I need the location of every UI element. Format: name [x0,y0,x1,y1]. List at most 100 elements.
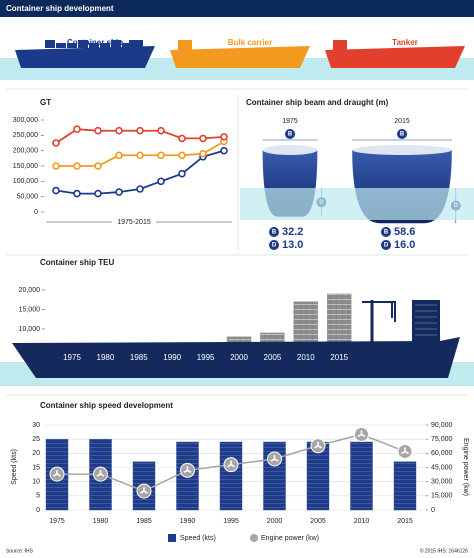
x-tick-label: 2015 [330,353,348,362]
y-tick-label: 300,000 [13,117,38,124]
point [220,146,228,155]
container-stack [100,43,110,48]
value-symbol-bg [269,227,279,237]
y2-tick-label: 30,000 [431,479,453,486]
point [73,125,81,133]
fan-icon [357,430,366,438]
x-tick-label: 1990 [180,518,196,525]
fan-icon [140,487,148,494]
beam-symbol-bg [397,129,407,139]
ship-hull [15,46,155,68]
y-tick-label: 25 [32,436,40,443]
x-tick-label: 1980 [93,518,109,525]
point [199,149,207,158]
bar [393,461,417,511]
fan-icon [270,455,279,462]
ship-label: Tanker [392,38,418,47]
container-stack [56,43,66,48]
chart-title: Container ship beam and draught (m) [246,98,389,107]
x-tick-label: 1985 [136,518,152,525]
y2-tick-label: 15,000 [431,493,453,500]
x-tick-label: 1975 [49,518,65,525]
chart-title: Container ship speed development [40,401,173,410]
x-tick-label: 1995 [223,518,239,525]
x-tick-label: 1995 [197,353,215,362]
year-label: 1975 [282,118,298,125]
x-tick-label: 1985 [130,353,148,362]
x-tick-label: 2005 [264,353,282,362]
annotation: 1975-2015 [117,219,151,226]
y-tick-label: 0 [34,209,38,216]
y-tick-label: 50,000 [17,194,39,201]
y2-tick-label: 45,000 [431,464,453,471]
fan-icon [53,470,61,477]
x-tick-label: 2000 [267,518,283,525]
superstructure [333,40,347,50]
y-tick-label: 150,000 [13,163,38,170]
x-tick-label: 2010 [297,353,315,362]
ship-hull [12,337,460,378]
x-tick-label: 2010 [354,518,370,525]
annotation-box [112,217,156,227]
point [94,162,102,170]
bar [350,441,373,511]
point [178,169,186,178]
y2-tick-label: 0 [431,507,435,514]
container-stack [111,40,121,48]
fan-icon [183,466,192,474]
point [157,151,165,160]
y-tick-label: 10,000 [19,326,41,333]
y-tick-label: 30 [32,422,40,429]
y-tick-label: 15,000 [19,306,41,313]
container-stack [45,40,55,48]
deck [352,145,452,155]
value-symbol: D [384,243,389,249]
x-tick-label: 1990 [163,353,181,362]
point [136,126,144,135]
point [73,162,81,170]
superstructure [129,40,143,50]
value-label: 13.0 [282,239,303,251]
water [240,188,474,220]
point [178,151,186,160]
beam-symbol: B [288,132,293,138]
y-tick-label: 250,000 [13,132,38,139]
point [52,139,60,147]
fan-icon [314,441,322,449]
point [157,177,165,186]
y-tick-label: 200,000 [13,148,38,155]
x-tick-label: 2000 [230,353,248,362]
fan-icon [401,447,409,455]
x-tick-label: 2005 [310,518,326,525]
deck [262,145,318,155]
value-symbol-bg [381,227,391,237]
value-label: 16.0 [394,239,415,251]
credit: © 2015 IHS: 1646126 [420,547,468,554]
y-tick-label: 0 [36,507,40,514]
y-tick-label: 20 [32,450,40,457]
bar [219,441,243,511]
point [157,126,165,135]
point [73,189,81,198]
value-symbol-bg [381,240,391,250]
y-tick-label: 10 [32,479,40,486]
fan-icon [227,460,235,468]
beam-symbol-bg [285,129,295,139]
legend-swatch [168,534,176,542]
x-tick-label: 1980 [97,353,115,362]
ship-label: Bulk carrier [228,38,272,47]
value-symbol: D [272,243,277,249]
y-axis-title: Speed (kts) [11,449,18,485]
point [115,188,123,196]
y2-tick-label: 60,000 [431,450,453,457]
value-symbol: B [384,230,389,236]
chart-title: GT [40,98,51,107]
ship-hull [170,46,310,68]
point [220,133,228,141]
bridge [412,300,440,342]
container-stack [89,43,99,48]
x-tick-label: 2015 [397,518,413,525]
legend-label: Speed (kts) [180,535,216,542]
value-label: 58.6 [394,226,415,238]
point [94,126,102,135]
